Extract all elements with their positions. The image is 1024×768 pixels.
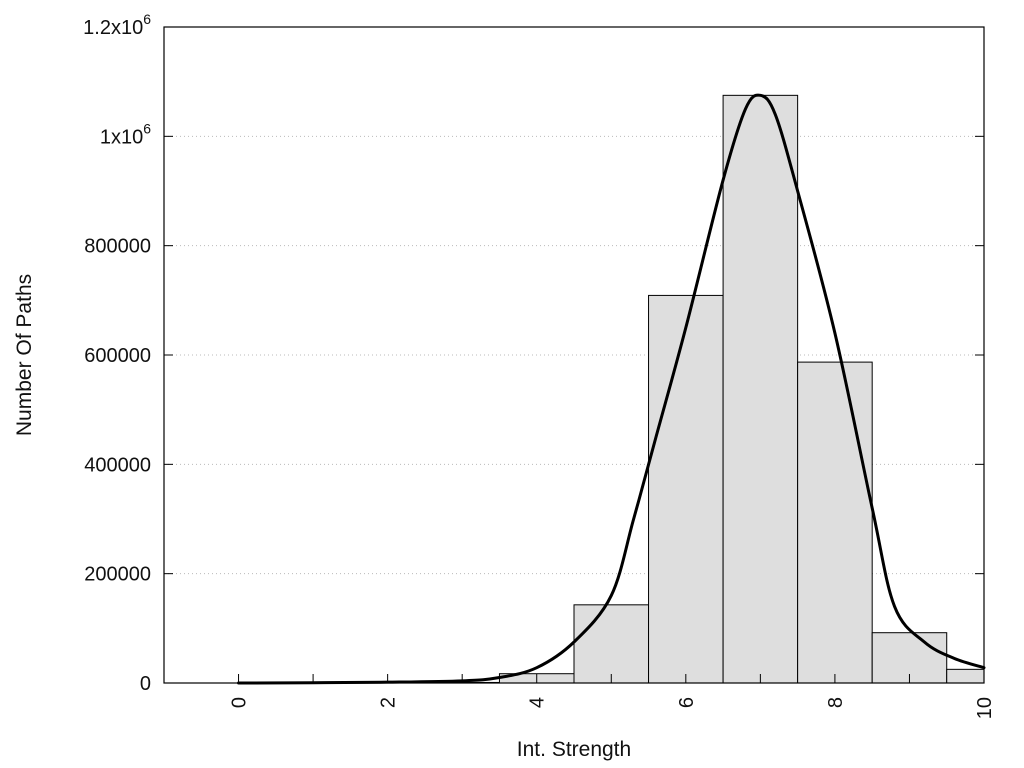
y-tick-label: 800000 — [84, 236, 151, 258]
y-tick-label: 200000 — [84, 564, 151, 586]
histogram-bar — [946, 668, 985, 684]
y-axis-title: Number Of Paths — [13, 274, 36, 436]
density-curve-line — [237, 93, 986, 685]
grid-lines — [164, 135, 984, 575]
y-tick-label: 400000 — [84, 454, 151, 476]
x-tick-label: 10 — [974, 697, 996, 719]
y-tick-label: 1x106 — [100, 120, 151, 148]
x-tick-label: 4 — [527, 697, 549, 708]
x-tick-label: 8 — [825, 697, 847, 708]
histogram-bar — [722, 94, 799, 684]
y-tick-label: 0 — [140, 673, 151, 695]
x-tick-label: 0 — [229, 697, 251, 708]
y-tick-label: 1.2x106 — [83, 11, 151, 39]
histogram-bars — [424, 94, 985, 684]
histogram-bar — [573, 604, 650, 684]
y-tick-label: 600000 — [84, 345, 151, 367]
x-tick-labels: 0 2 4 6 8 10 — [229, 697, 996, 719]
y-tick-labels: 0 200000 400000 600000 800000 1x106 1.2x106 — [83, 11, 151, 695]
x-axis-title: Int. Strength — [517, 738, 631, 761]
axis-ticks — [164, 26, 985, 684]
x-tick-label: 2 — [378, 697, 400, 708]
histogram-bar — [797, 361, 873, 684]
density-curve — [237, 93, 986, 685]
histogram-bar — [648, 294, 724, 684]
x-tick-label: 6 — [676, 697, 698, 708]
